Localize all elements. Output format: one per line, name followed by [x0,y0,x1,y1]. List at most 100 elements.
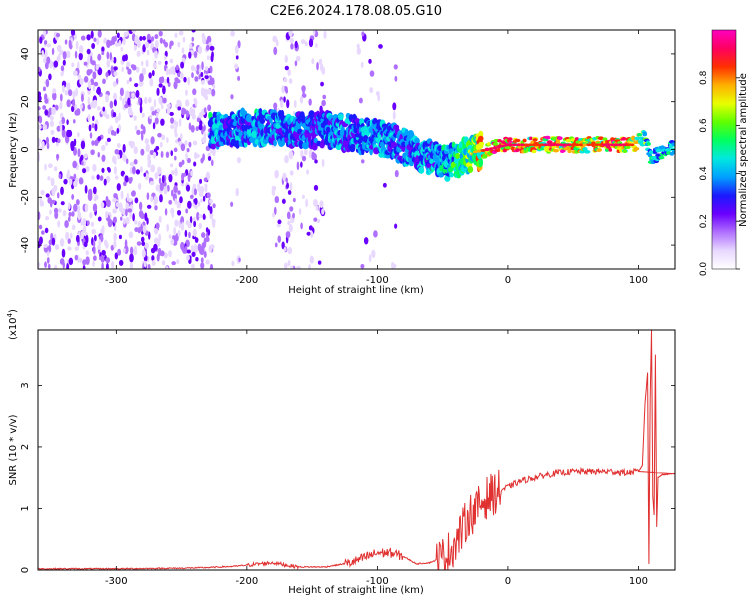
spectrogram-speckle [190,64,196,72]
spectrogram-speckle [67,238,71,244]
spectrogram-core [472,150,478,154]
spectrogram-speckle [169,43,172,50]
snr-marks [38,330,675,570]
spectrogram-speckle [308,38,314,48]
spectrogram-speckle [52,91,57,101]
spectrogram-core [531,143,537,147]
spectrogram-speckle [394,75,398,82]
spectrogram-speckle [51,106,56,116]
spectrogram-speckle [283,246,287,252]
spectrogram-core [621,143,627,147]
spectrogram-speckle [151,255,155,262]
spectrogram-speckle [191,251,196,257]
spectrogram-speckle [175,64,179,71]
spectrogram-speckle [136,50,141,57]
spectrogram-speckle [138,201,143,211]
spectrogram-speckle [197,45,203,54]
spectrogram-speckle [368,254,372,263]
spectrogram-signal [449,172,454,178]
spectrogram-speckle [56,192,60,199]
spectrogram-speckle [70,232,73,239]
spectrogram-speckle [321,66,326,75]
spectrogram-speckle [288,78,293,84]
spectrogram-speckle [164,208,168,216]
spectrogram-speckle [170,117,175,124]
spectrogram-speckle [200,246,205,256]
spectrogram-speckle [142,225,147,234]
spectrogram-speckle [91,140,95,146]
spectrogram-speckle [169,58,174,64]
spectrogram-speckle [60,71,64,77]
spectrogram-speckle [139,105,143,114]
spectrogram-speckle [78,177,84,185]
snr-x-label: Height of straight line (km) [288,585,424,596]
spectrogram-speckle [203,177,208,183]
spectrogram-speckle [160,104,164,110]
colorbar-label: Normalized spectral amplitude [738,73,749,227]
spectrogram-speckle [141,112,145,118]
spectrogram-speckle [43,30,47,37]
spectrogram-speckle [79,103,83,110]
x-tick-label: -200 [236,275,259,286]
spectrogram-speckle [94,123,98,132]
spectrogram-speckle [134,220,138,225]
spectrogram-speckle [68,40,72,49]
spectrogram-speckle [313,217,318,222]
spectrogram-speckle [113,66,118,71]
spectrogram-speckle [105,71,109,78]
y-tick-label: 2 [20,444,31,450]
spectrogram-speckle [204,74,209,80]
spectrogram-speckle [321,208,325,215]
spectrogram-speckle [368,58,372,64]
spectrogram-speckle [212,220,216,228]
spectrogram-speckle [287,68,291,77]
spectrogram-speckle [127,208,133,213]
spectrogram-speckle [373,230,378,238]
snr-frame [37,329,676,571]
spectrogram-speckle [77,132,80,138]
spectrogram-speckle [97,216,102,222]
spectrogram-speckle [43,93,48,101]
spectrogram-speckle [196,211,200,221]
spectrogram-speckle [97,30,102,38]
spectrogram-speckle [287,259,291,267]
spectrogram-speckle [42,105,47,110]
spectrogram-speckle [371,249,376,259]
spectrogram-speckle [204,95,209,101]
spectrogram-speckle [75,87,79,97]
spectrogram-speckle [150,36,155,42]
spectrogram-speckle [199,187,204,196]
spectrogram-speckle [230,30,235,37]
spectrogram-speckle [147,263,151,269]
spectrogram-speckle [193,244,198,254]
spectrogram-speckle [299,95,304,104]
spectrogram-speckle [114,252,119,260]
spectrogram-speckle [133,45,137,51]
spectrogram-speckle [45,78,50,88]
y-tick-label: 0 [20,146,31,152]
spectrogram-speckle [88,69,93,74]
spectrogram-speckle [205,227,209,233]
spectrogram-speckle [185,100,190,107]
spectrogram-speckle [156,253,160,262]
spectrogram-speckle [142,44,146,53]
spectrogram-speckle [105,94,110,103]
spectrogram-speckle [140,148,145,156]
spectrogram-speckle [67,246,72,251]
spectrogram-speckle [43,243,48,248]
spectrogram-speckle [308,225,313,231]
spectrogram-speckle [276,223,281,228]
spectrogram-speckle [92,164,97,172]
spectrogram-speckle [126,192,130,202]
spectrogram-speckle [129,253,134,263]
spectrogram-speckle [121,66,124,73]
spectrogram-speckle [207,104,212,112]
spectrogram-signal [418,166,425,174]
spectrogram-speckle [89,212,93,219]
snr-scale-base: (x10 [8,317,19,340]
spectrogram-speckle [170,207,175,215]
spectrogram-speckle [131,166,136,175]
spectrogram-speckle [191,187,195,196]
spectrogram-speckle [161,134,166,141]
spectrogram-speckle [274,169,279,179]
